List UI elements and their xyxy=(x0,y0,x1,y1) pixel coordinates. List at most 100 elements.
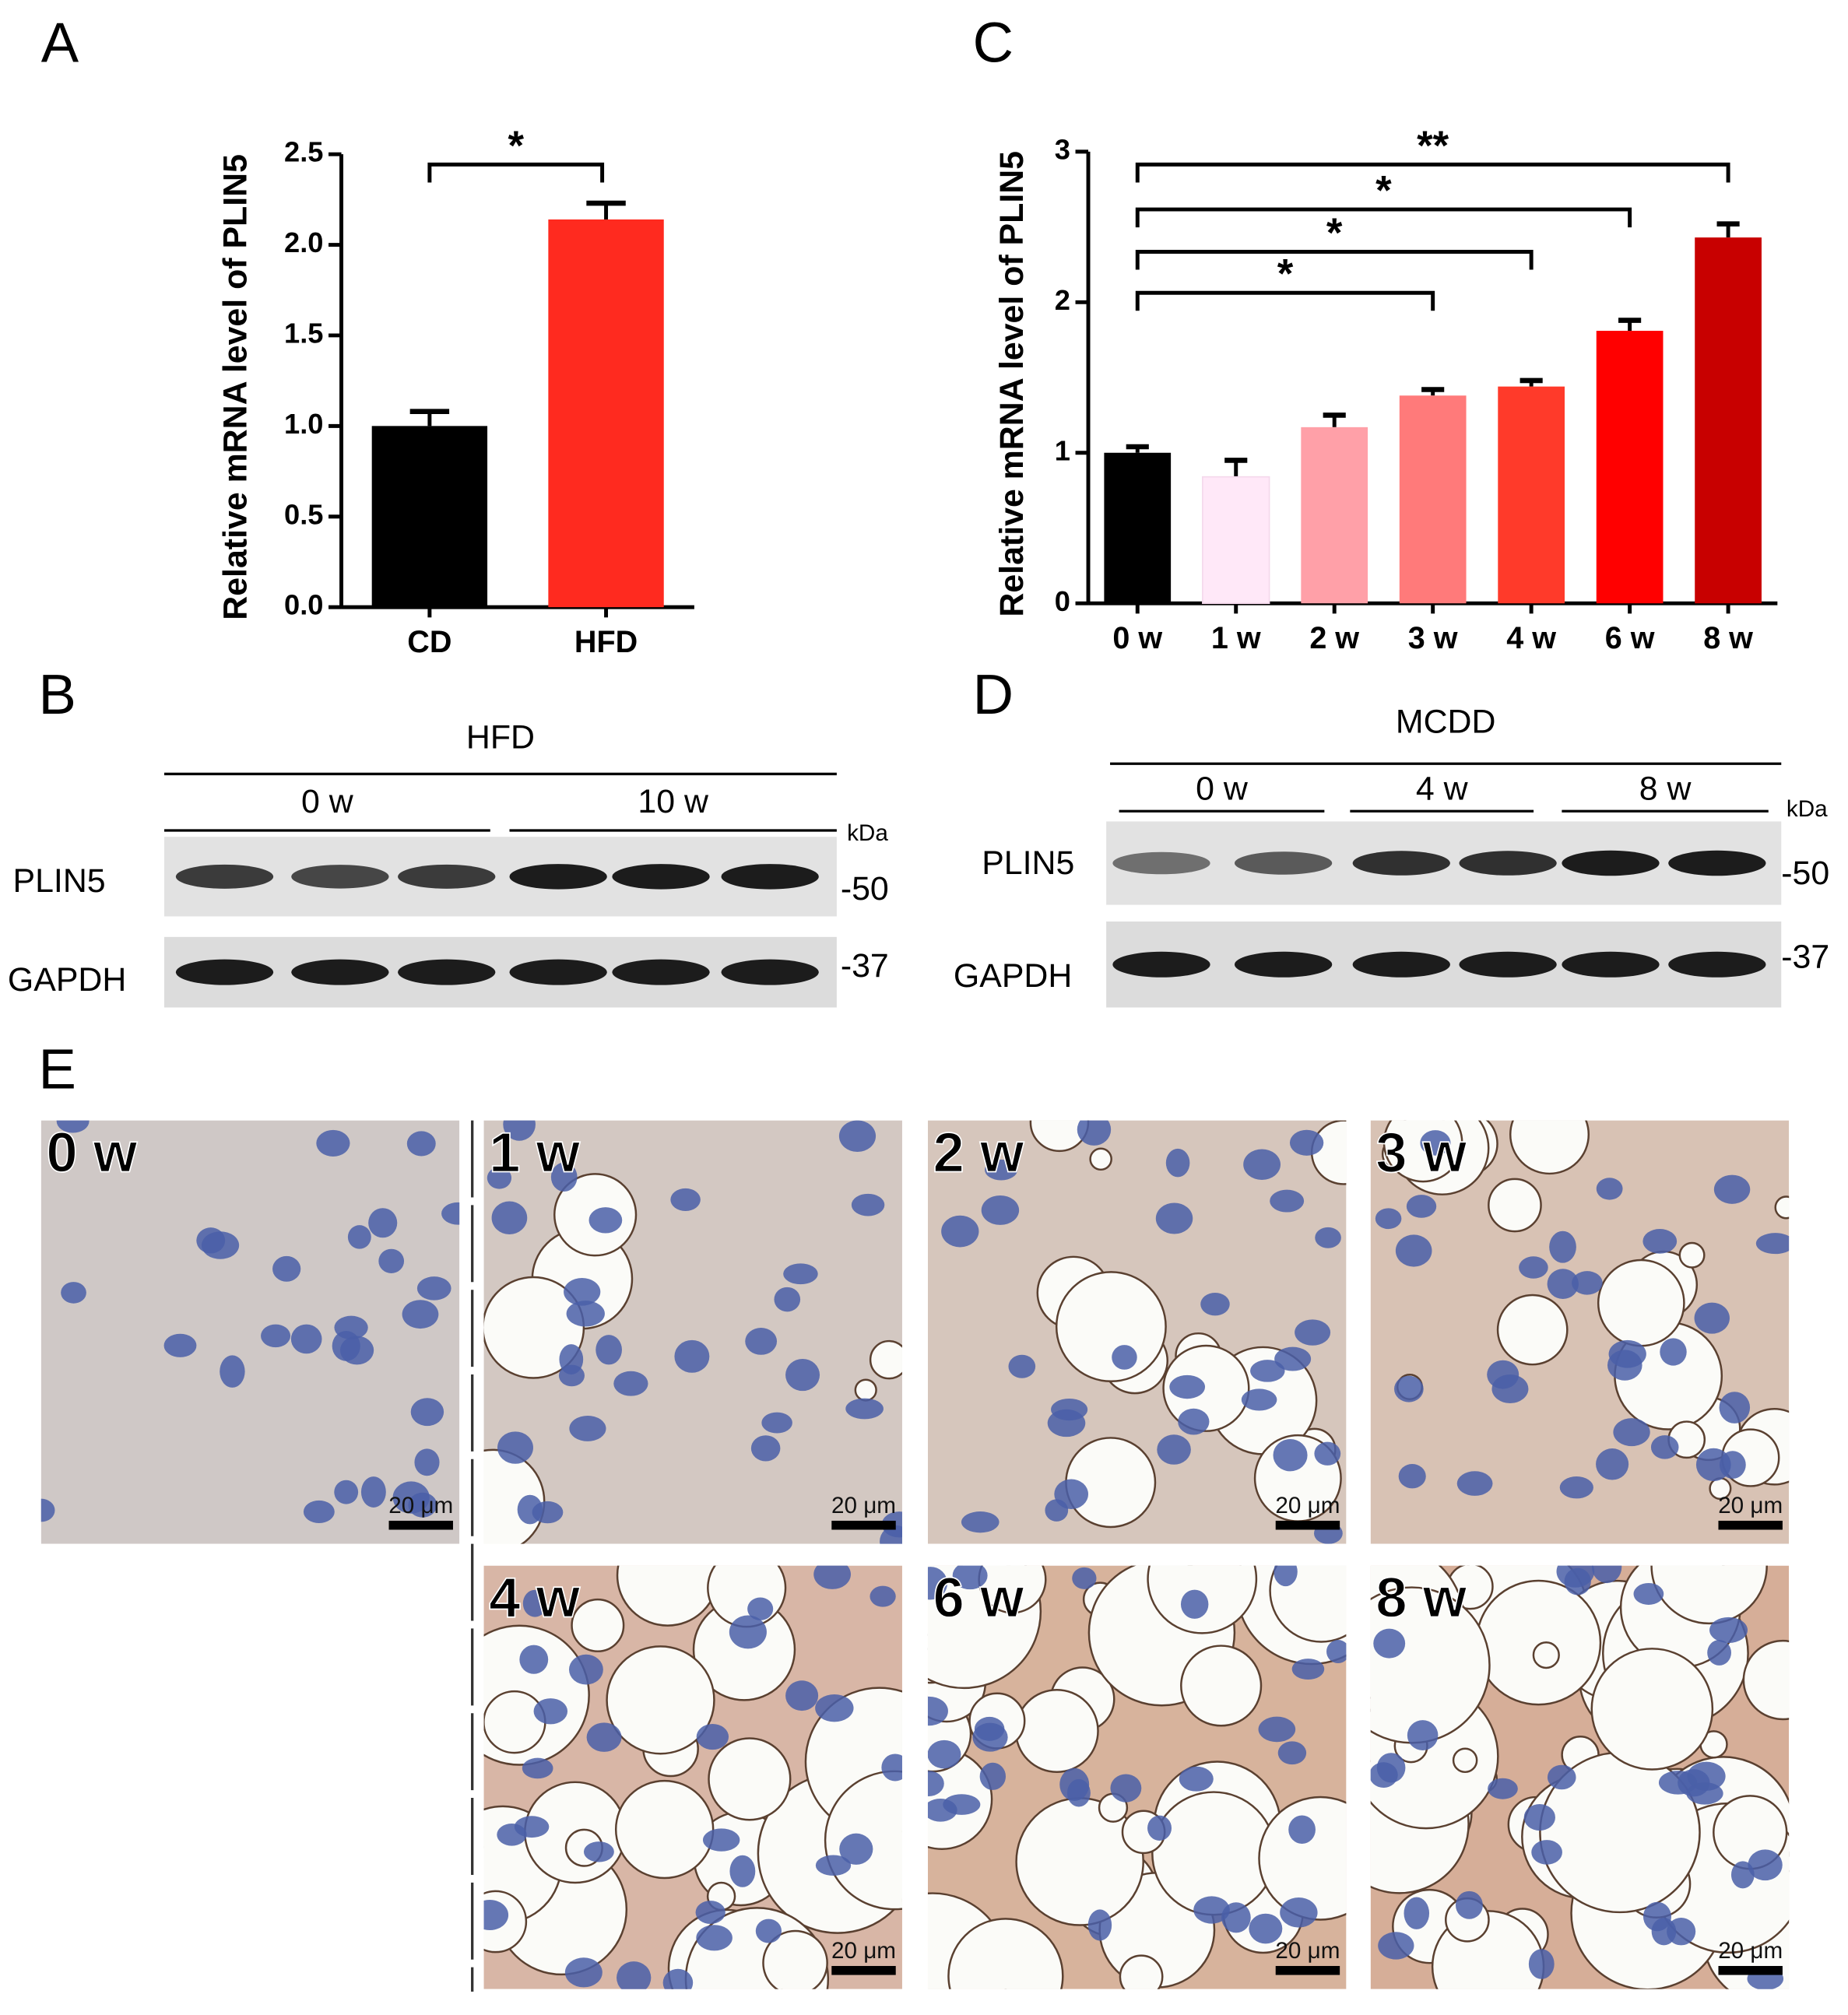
nucleus xyxy=(1404,1897,1430,1929)
tissue xyxy=(1370,1565,1790,1989)
nucleus xyxy=(1241,1388,1277,1411)
nucleus xyxy=(569,1654,603,1685)
nucleus xyxy=(1650,1435,1679,1459)
blot-group: MCDD xyxy=(1396,704,1496,741)
blot-band xyxy=(721,959,819,985)
nucleus xyxy=(316,1129,350,1157)
significance-bracket xyxy=(427,162,605,183)
lipid-droplet xyxy=(707,1565,787,1628)
nucleus xyxy=(1165,1148,1190,1178)
nucleus xyxy=(1291,1659,1325,1680)
nucleus xyxy=(1378,1932,1414,1960)
y-tick-label: 0.5 xyxy=(284,498,323,530)
nucleus xyxy=(410,1398,444,1427)
scale-bar xyxy=(1275,1520,1340,1530)
y-tick-label: 1 xyxy=(1055,434,1070,466)
tissue xyxy=(483,1120,902,1544)
x-tick-label: HFD xyxy=(574,625,638,659)
blot-band xyxy=(1352,951,1450,978)
blot-marker: -37 xyxy=(841,947,889,985)
nucleus xyxy=(1288,1815,1316,1844)
nucleus xyxy=(40,1498,55,1522)
nucleus xyxy=(696,1925,733,1951)
nucleus xyxy=(368,1208,398,1238)
nucleus xyxy=(927,1739,961,1769)
nucleus xyxy=(1045,1499,1069,1522)
nucleus xyxy=(1592,1565,1622,1584)
nucleus xyxy=(588,1207,623,1234)
significance-bracket xyxy=(1135,249,1534,270)
nucleus xyxy=(1719,1451,1746,1479)
x-tick-label: 2 w xyxy=(1309,621,1359,655)
histology-image: 6 w 20 μm xyxy=(927,1565,1347,1989)
nucleus xyxy=(522,1757,553,1779)
scale-bar xyxy=(388,1520,453,1530)
lipid-droplet xyxy=(1532,1641,1560,1669)
nucleus xyxy=(583,1841,614,1862)
nucleus xyxy=(839,1833,873,1865)
nucleus xyxy=(347,1225,371,1249)
nucleus xyxy=(1249,1913,1283,1944)
lipid-droplet xyxy=(1590,1648,1714,1771)
nucleus xyxy=(1280,1897,1318,1928)
blot-subgroup: 10 w xyxy=(638,783,709,820)
blot-band xyxy=(1112,951,1210,978)
lipid-droplet xyxy=(1180,1645,1263,1727)
nucleus xyxy=(1289,1129,1324,1156)
significance-bracket xyxy=(1135,290,1435,311)
y-tick-label: 1.0 xyxy=(284,408,323,440)
histology-image: 3 w 20 μm xyxy=(1370,1120,1790,1544)
scale-bar-label: 20 μm xyxy=(1718,1938,1783,1964)
nucleus xyxy=(813,1565,851,1589)
nucleus xyxy=(1072,1567,1097,1589)
nucleus xyxy=(441,1202,460,1225)
nucleus xyxy=(729,1855,756,1887)
blot-band xyxy=(1668,951,1766,978)
lipid-droplet xyxy=(708,1737,792,1821)
x-tick-label: 3 w xyxy=(1408,621,1458,655)
blot-band xyxy=(509,864,607,890)
bar xyxy=(1104,452,1172,604)
nucleus xyxy=(747,1597,774,1620)
nucleus xyxy=(1315,1227,1341,1248)
nucleus xyxy=(845,1398,884,1420)
nucleus xyxy=(1047,1409,1086,1438)
nucleus xyxy=(979,1762,1006,1790)
nucleus xyxy=(1394,1375,1424,1402)
nucleus xyxy=(519,1645,549,1674)
nucleus xyxy=(1694,1302,1730,1334)
nucleus xyxy=(1455,1890,1483,1919)
nucleus xyxy=(1755,1233,1790,1255)
histology-label: 8 w xyxy=(1375,1567,1467,1630)
blot-marker: -37 xyxy=(1781,938,1829,975)
nucleus xyxy=(815,1694,854,1722)
scale-bar-label: 20 μm xyxy=(1275,1938,1340,1964)
nucleus xyxy=(927,1771,944,1796)
lipid-droplet xyxy=(947,1918,1064,1989)
nucleus xyxy=(1406,1195,1437,1218)
histology-label: 3 w xyxy=(1375,1122,1467,1185)
nucleus xyxy=(1748,1849,1783,1881)
blot-subgroup: 4 w xyxy=(1416,770,1469,807)
nucleus xyxy=(196,1227,226,1254)
nucleus xyxy=(1295,1319,1331,1346)
nucleus xyxy=(881,1753,902,1782)
bar xyxy=(548,219,664,608)
panel-label: D xyxy=(973,663,1014,726)
lipid-droplet xyxy=(606,1645,715,1755)
x-tick-label: 0 w xyxy=(1112,621,1162,655)
nucleus xyxy=(1596,1178,1623,1200)
nucleus xyxy=(870,1585,896,1607)
nucleus xyxy=(1077,1120,1112,1146)
nucleus xyxy=(497,1431,533,1464)
nucleus xyxy=(1370,1762,1398,1788)
lipid-droplet xyxy=(1742,1639,1790,1721)
nucleus xyxy=(339,1336,374,1365)
lipid-droplet xyxy=(1650,1565,1768,1625)
panel-label: E xyxy=(38,1037,76,1101)
blot-band xyxy=(175,959,274,985)
lipid-droplet xyxy=(614,1779,715,1880)
nucleus xyxy=(1547,1764,1576,1790)
nucleus xyxy=(981,1195,1020,1225)
x-tick-label: 4 w xyxy=(1506,621,1556,655)
